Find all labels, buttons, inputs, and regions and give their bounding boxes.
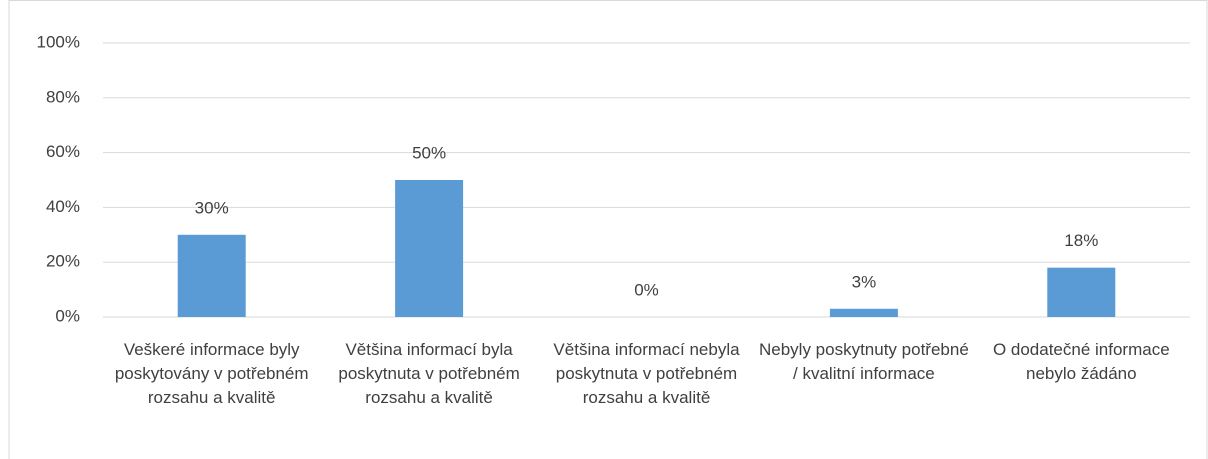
y-tick-label: 60% bbox=[46, 142, 80, 161]
x-tick-label: Veškeré informace byly poskytovány v pot… bbox=[114, 340, 309, 407]
chart-border bbox=[8, 0, 1208, 459]
data-label: 30% bbox=[195, 198, 229, 217]
bar bbox=[177, 234, 246, 317]
data-label: 0% bbox=[634, 280, 659, 299]
x-tick-label: Většina informací byla poskytnuta v potř… bbox=[338, 340, 520, 407]
data-label: 18% bbox=[1064, 231, 1098, 250]
data-label: 50% bbox=[412, 143, 446, 162]
x-tick-label: Většina informací nebyla poskytnuta v po… bbox=[553, 340, 740, 407]
data-label: 3% bbox=[852, 272, 877, 291]
x-tick-label: Nebyly poskytnuty potřebné / kvalitní in… bbox=[758, 340, 969, 383]
bar bbox=[829, 308, 898, 317]
bar bbox=[1047, 267, 1116, 317]
y-tick-label: 80% bbox=[46, 87, 80, 106]
y-tick-label: 0% bbox=[55, 306, 80, 325]
y-tick-label: 100% bbox=[37, 32, 80, 51]
y-tick-label: 20% bbox=[46, 252, 80, 271]
y-tick-label: 40% bbox=[46, 197, 80, 216]
bar bbox=[395, 180, 464, 317]
x-tick-label: O dodatečné informace nebylo žádáno bbox=[992, 340, 1170, 383]
